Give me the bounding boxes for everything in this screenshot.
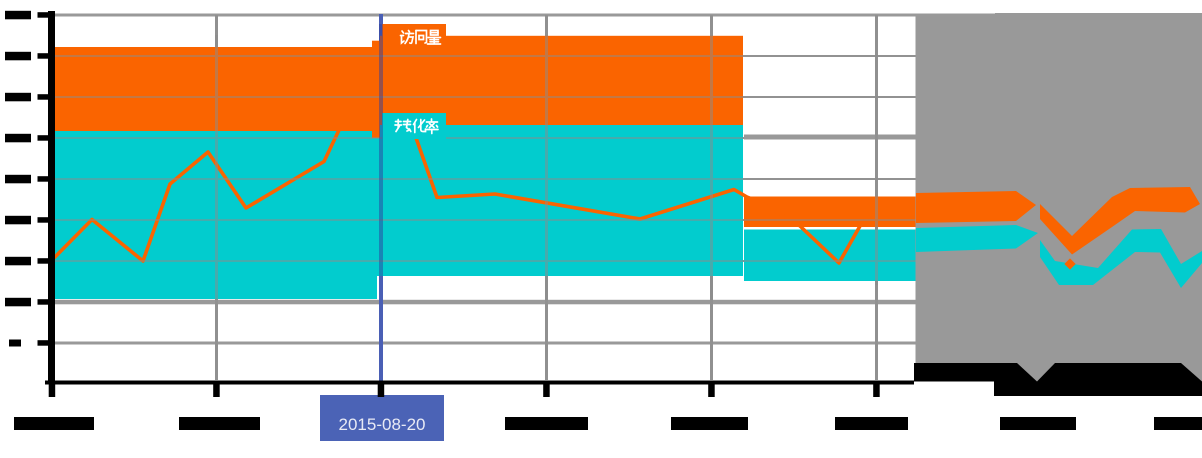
- svg-text:2015-08-20: 2015-08-20: [339, 415, 426, 434]
